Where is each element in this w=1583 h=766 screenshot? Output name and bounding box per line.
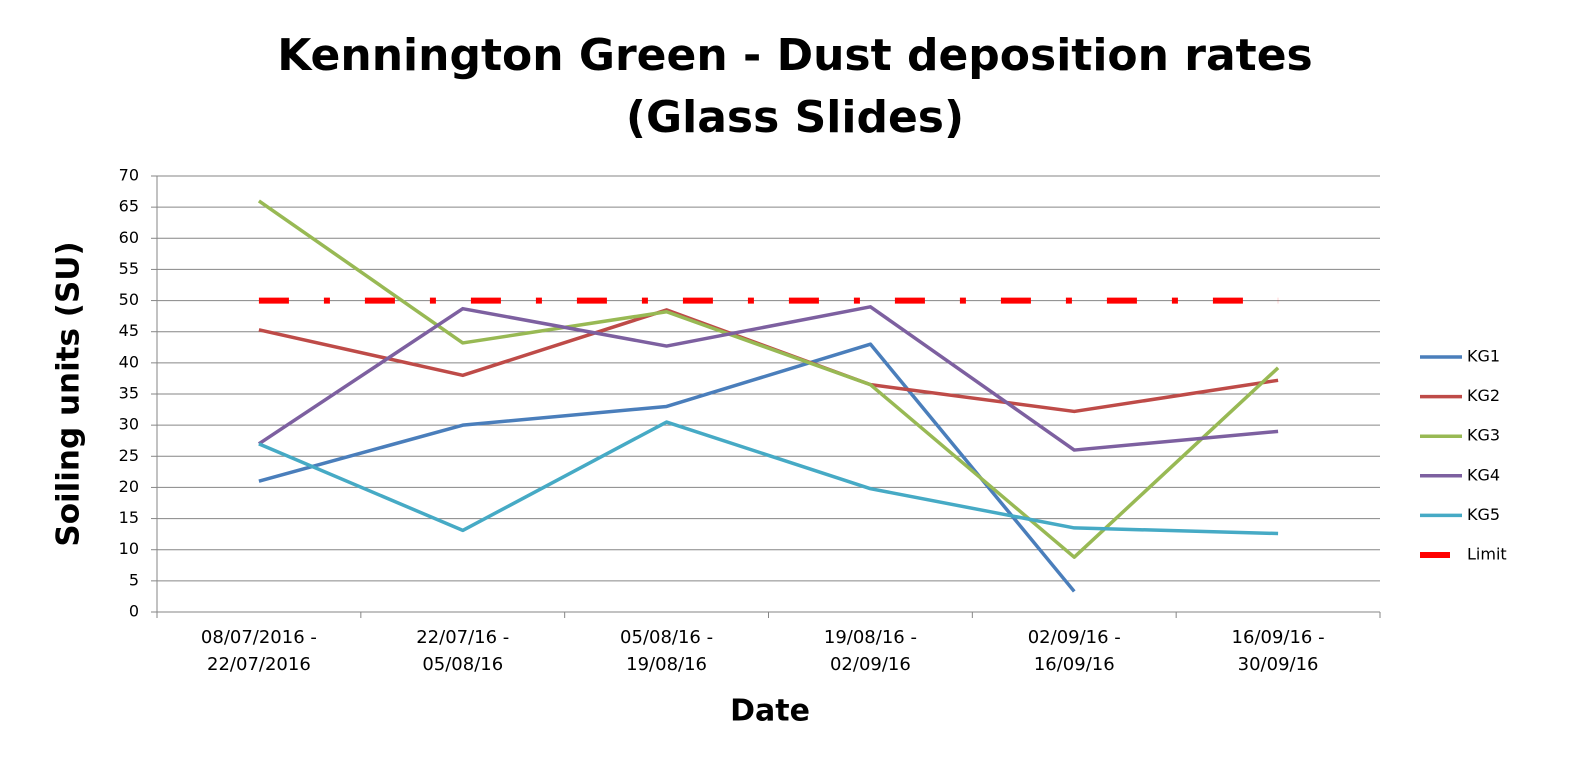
- y-tick-label: 15: [119, 508, 139, 527]
- x-tick-label: 02/09/16 - 16/09/16: [1027, 627, 1121, 675]
- legend-label: KG4: [1467, 465, 1500, 484]
- legend-label: KG1: [1467, 347, 1500, 366]
- x-tick-label: 05/08/16 - 19/08/16: [620, 627, 714, 675]
- legend-label: KG3: [1467, 426, 1500, 445]
- y-tick-label: 50: [119, 290, 139, 309]
- y-tick-label: 5: [129, 570, 139, 589]
- legend-label: Limit: [1467, 545, 1507, 564]
- x-tick-label: 08/07/2016 - 22/07/2016: [200, 627, 317, 675]
- series-line: [257, 305, 1279, 452]
- y-tick-label: 10: [119, 539, 139, 558]
- x-tick-label: 19/08/16 - 02/09/16: [823, 627, 917, 675]
- x-axis-label: Date: [730, 694, 810, 729]
- y-tick-label: 20: [119, 477, 139, 496]
- x-tick-label: 16/09/16 - 30/09/16: [1231, 627, 1325, 675]
- y-tick-label: 25: [119, 446, 139, 465]
- series-line: [258, 420, 1279, 536]
- y-tick-label: 60: [119, 228, 139, 247]
- legend-label: KG2: [1467, 386, 1500, 405]
- x-tick-label: 22/07/16 - 05/08/16: [416, 627, 510, 675]
- series-line: [258, 342, 1076, 593]
- chart-title: Kennington Green - Dust deposition rates…: [277, 30, 1313, 143]
- y-axis-label: Soiling units (SU): [51, 241, 87, 546]
- y-tick-label: 35: [119, 384, 139, 403]
- y-tick-label: 65: [119, 197, 139, 216]
- y-tick-label: 55: [119, 259, 139, 278]
- series-line: [257, 199, 1280, 559]
- y-tick-label: 30: [119, 415, 139, 434]
- y-tick-label: 0: [129, 602, 139, 621]
- y-tick-label: 70: [119, 166, 139, 185]
- y-tick-label: 45: [119, 321, 139, 340]
- legend-label: KG5: [1467, 505, 1500, 524]
- y-tick-label: 40: [119, 352, 139, 371]
